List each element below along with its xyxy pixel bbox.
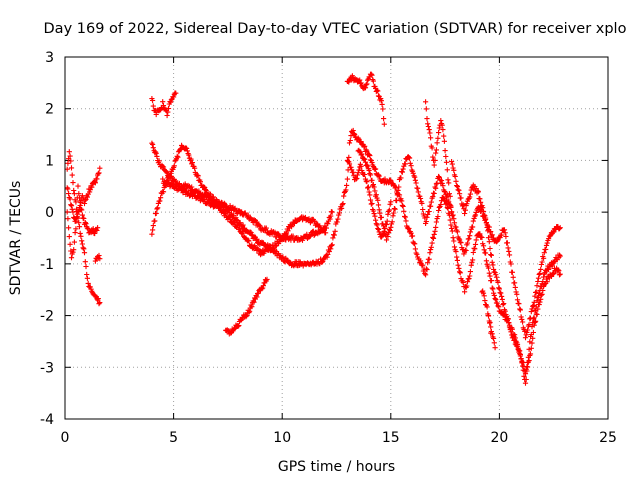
series-trace-11 — [355, 147, 563, 341]
series-trace-15 — [479, 288, 498, 351]
series-layer — [64, 71, 563, 386]
series-trace-6 — [149, 127, 563, 386]
series-trace-8 — [160, 176, 329, 258]
y-tick-label: -4 — [40, 412, 54, 428]
chart-title: Day 169 of 2022, Sidereal Day-to-day VTE… — [44, 21, 627, 37]
y-tick-label: 1 — [45, 153, 54, 169]
series-trace-5 — [149, 90, 179, 119]
x-tick-label: 25 — [599, 430, 617, 446]
x-tick-label: 5 — [169, 430, 178, 446]
x-tick-label: 20 — [490, 430, 508, 446]
x-tick-label: 10 — [273, 430, 291, 446]
y-axis-label: SDTVAR / TECUs — [8, 181, 24, 296]
plot-frame — [64, 56, 609, 420]
y-tick-label: 0 — [45, 205, 54, 221]
series-trace-7 — [149, 140, 335, 243]
y-tick-label: -2 — [40, 309, 54, 325]
x-axis-label: GPS time / hours — [278, 459, 395, 475]
x-tick-label: 15 — [382, 430, 400, 446]
series-trace-4 — [92, 252, 103, 264]
series-trace-12 — [423, 99, 455, 215]
x-tick-label: 0 — [61, 430, 70, 446]
series-trace-14 — [344, 157, 394, 240]
axis-ticks: 0 5 10 15 20 25 -4 -3 -2 -1 0 1 2 3 — [40, 50, 617, 446]
y-tick-label: -3 — [40, 360, 54, 376]
series-trace-10 — [344, 71, 387, 127]
y-tick-label: -1 — [40, 257, 54, 273]
y-tick-label: 2 — [45, 102, 54, 118]
series-trace-9 — [223, 276, 270, 337]
y-tick-label: 3 — [45, 50, 54, 66]
series-trace-3 — [64, 183, 101, 261]
series-trace-13 — [449, 159, 563, 377]
